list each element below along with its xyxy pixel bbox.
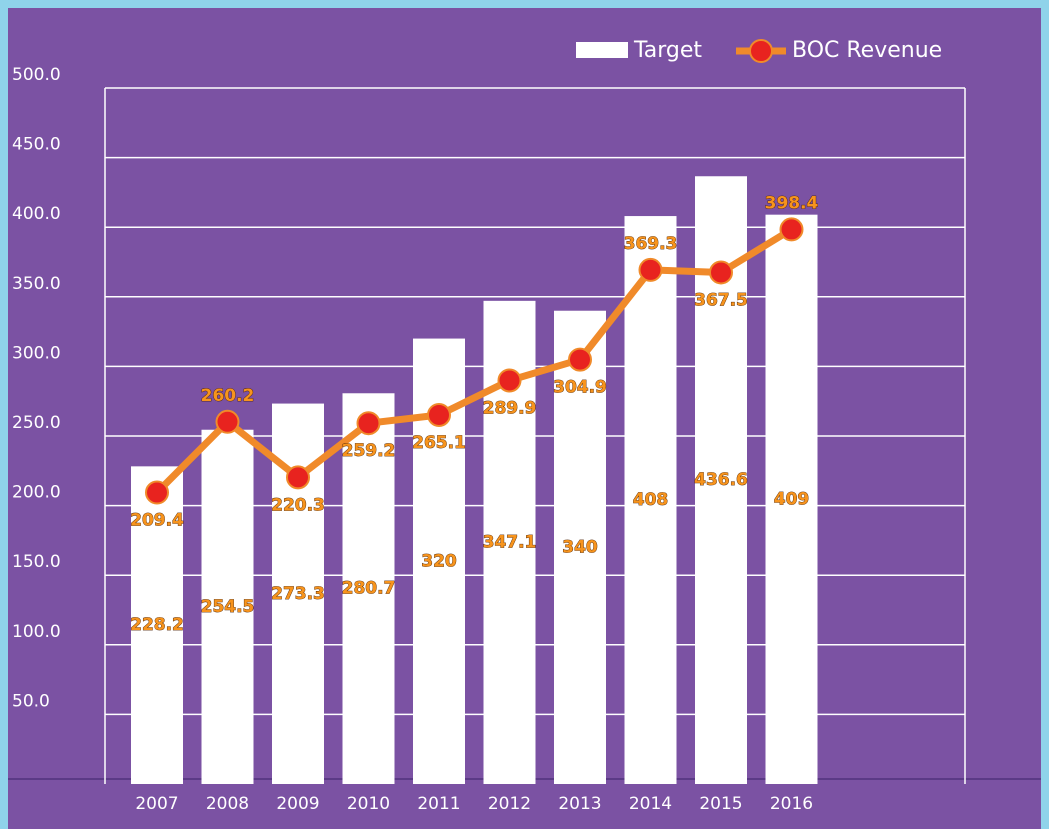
- data-label: 209.4: [130, 511, 184, 531]
- marker: [356, 411, 381, 436]
- y-tick-label: 400.0: [12, 204, 61, 224]
- bar: [765, 214, 818, 784]
- data-label: 254.5: [201, 597, 255, 617]
- y-tick-label: 300.0: [12, 343, 61, 363]
- data-label: 408: [633, 490, 669, 510]
- x-tick-label: 2015: [699, 794, 742, 814]
- marker: [709, 260, 733, 285]
- marker: [427, 402, 451, 427]
- x-tick-label: 2008: [206, 794, 249, 814]
- bar: [342, 393, 395, 784]
- data-label: 347.1: [483, 532, 537, 552]
- data-label: 304.9: [553, 378, 607, 398]
- y-tick-label: 500.0: [12, 65, 61, 85]
- legend-swatch: [576, 42, 628, 58]
- data-label: 320: [421, 551, 457, 571]
- x-tick-label: 2016: [770, 794, 813, 814]
- legend-swatch: [749, 39, 773, 63]
- marker: [286, 465, 310, 490]
- line: [154, 226, 794, 495]
- x-tick-label: 2009: [276, 794, 319, 814]
- x-tick-label: 2012: [488, 794, 531, 814]
- x-tick-label: 2007: [135, 794, 178, 814]
- data-label: 259.2: [342, 441, 396, 461]
- y-tick-label: 50.0: [12, 691, 50, 711]
- data-label: 260.2: [201, 386, 255, 406]
- marker: [638, 257, 663, 282]
- x-tick-label: 2013: [558, 794, 601, 814]
- data-label: 369.3: [624, 234, 678, 254]
- bar: [624, 216, 677, 785]
- y-tick-label: 200.0: [12, 483, 61, 503]
- x-tick-label: 2011: [417, 794, 460, 814]
- y-tick-label: 350.0: [12, 274, 61, 294]
- data-label: 409: [774, 489, 810, 509]
- x-tick-label: 2010: [347, 794, 390, 814]
- marker: [568, 347, 592, 372]
- data-label: 289.9: [483, 398, 537, 418]
- data-label: 436.6: [694, 470, 748, 490]
- marker: [145, 480, 169, 505]
- data-label: 220.3: [271, 495, 325, 515]
- legend-label: Target: [633, 38, 702, 63]
- y-tick-label: 150.0: [12, 552, 61, 572]
- y-tick-label: 100.0: [12, 622, 61, 642]
- bar: [201, 429, 254, 784]
- marker: [215, 409, 240, 434]
- y-tick-label: 450.0: [12, 135, 61, 155]
- data-label: 265.1: [412, 433, 466, 453]
- legend-label: BOC Revenue: [792, 38, 942, 63]
- data-label: 228.2: [130, 615, 184, 635]
- data-label: 340: [562, 537, 598, 557]
- x-tick-label: 2014: [629, 794, 672, 814]
- y-tick-label: 250.0: [12, 413, 61, 433]
- marker: [779, 217, 804, 242]
- data-label: 367.5: [694, 290, 748, 310]
- data-label: 398.4: [765, 193, 819, 213]
- data-label: 273.3: [271, 584, 325, 604]
- data-label: 280.7: [342, 579, 396, 599]
- marker: [497, 368, 522, 393]
- bar: [131, 466, 183, 784]
- bar: [554, 310, 606, 784]
